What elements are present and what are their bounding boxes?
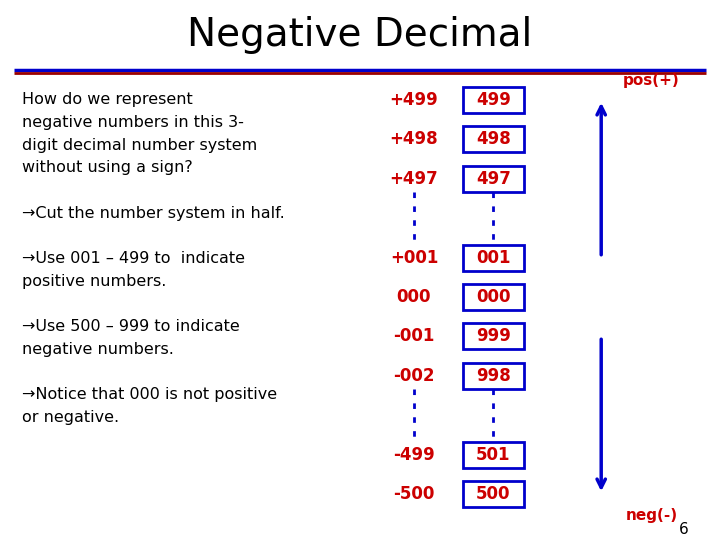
Text: +498: +498 — [390, 130, 438, 148]
Text: -001: -001 — [393, 327, 435, 346]
Text: 000: 000 — [397, 288, 431, 306]
Text: -500: -500 — [393, 485, 435, 503]
Bar — [463, 126, 523, 152]
Text: 999: 999 — [476, 327, 510, 346]
Text: +001: +001 — [390, 248, 438, 267]
Text: -002: -002 — [393, 367, 435, 385]
Bar — [463, 284, 523, 310]
Text: →Notice that 000 is not positive: →Notice that 000 is not positive — [22, 387, 276, 402]
Text: 998: 998 — [476, 367, 510, 385]
Text: negative numbers.: negative numbers. — [22, 342, 174, 357]
Text: without using a sign?: without using a sign? — [22, 160, 192, 176]
Bar — [463, 87, 523, 113]
Text: →Use 500 – 999 to indicate: →Use 500 – 999 to indicate — [22, 319, 239, 334]
Text: +497: +497 — [390, 170, 438, 188]
Text: 501: 501 — [476, 446, 510, 464]
Text: negative numbers in this 3-: negative numbers in this 3- — [22, 115, 243, 130]
Text: 000: 000 — [476, 288, 510, 306]
Text: or negative.: or negative. — [22, 410, 119, 425]
Text: 498: 498 — [476, 130, 510, 148]
Text: 001: 001 — [476, 248, 510, 267]
Text: →Cut the number system in half.: →Cut the number system in half. — [22, 206, 284, 221]
Text: Negative Decimal: Negative Decimal — [187, 16, 533, 54]
Bar — [463, 166, 523, 192]
Text: +499: +499 — [390, 91, 438, 109]
Bar — [463, 363, 523, 389]
Text: 500: 500 — [476, 485, 510, 503]
Text: digit decimal number system: digit decimal number system — [22, 138, 257, 153]
Text: →Use 001 – 499 to  indicate: →Use 001 – 499 to indicate — [22, 251, 245, 266]
Text: 499: 499 — [476, 91, 510, 109]
Bar — [463, 323, 523, 349]
Text: How do we represent: How do we represent — [22, 92, 192, 107]
Text: 6: 6 — [679, 522, 689, 537]
Bar — [463, 481, 523, 507]
Text: positive numbers.: positive numbers. — [22, 274, 166, 289]
Bar — [463, 442, 523, 468]
Bar — [463, 245, 523, 271]
Text: -499: -499 — [393, 446, 435, 464]
Text: neg(-): neg(-) — [626, 508, 678, 523]
Text: 497: 497 — [476, 170, 510, 188]
Text: pos(+): pos(+) — [624, 73, 680, 89]
